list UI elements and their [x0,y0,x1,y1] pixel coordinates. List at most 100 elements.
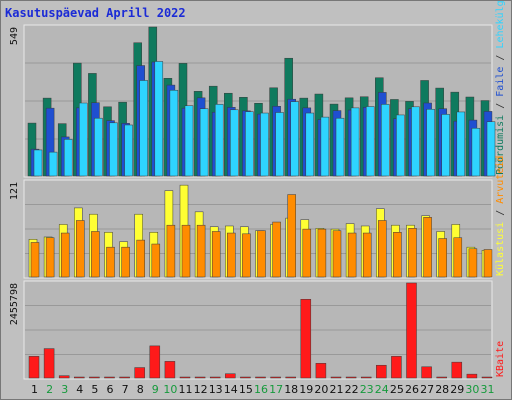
bar-arvuteid-day-27 [423,217,432,278]
legend-label-3: KBaite [495,341,506,377]
bar-kbaite-day-8 [134,367,145,379]
bar-kbaite-day-29 [451,361,463,379]
legend-entry: Pöördumisi [495,115,506,175]
x-tick-label: 27 [420,383,434,396]
x-tick-label: 13 [209,383,223,396]
bar-arvuteid-day-30 [468,248,478,278]
bar-kbaite-day-31 [481,376,493,379]
x-tick-label: 11 [179,383,193,396]
bar-arvuteid-day-5 [91,231,100,278]
y-axis-max-label: 549 [9,27,20,45]
bar-arvuteid-day-28 [438,238,447,278]
x-tick-label: 31 [481,383,495,396]
bar-lehekülgi-day-25 [396,114,405,177]
bar-arvuteid-day-1 [30,242,40,278]
bar-arvuteid-day-25 [393,231,402,278]
bar-lehekülgi-day-13 [214,104,224,177]
bar-arvuteid-day-21 [332,230,342,278]
bar-arvuteid-day-4 [76,220,85,278]
bar-arvuteid-day-6 [106,246,115,278]
bar-arvuteid-day-22 [347,232,357,278]
bar-arvuteid-day-10 [166,224,176,278]
x-tick-label: 8 [137,383,144,396]
legend-entry: / [495,49,506,67]
bar-arvuteid-day-3 [60,232,70,278]
bar-lehekülgi-day-24 [381,104,390,177]
bar-arvuteid-day-16 [257,230,266,278]
bar-arvuteid-day-2 [45,237,55,278]
bar-lehekülgi-day-12 [199,108,209,177]
bar-lehekülgi-day-16 [260,112,269,177]
bar-kbaite-day-24 [376,364,387,379]
x-tick-label: 18 [284,383,298,396]
bar-kbaite-day-25 [391,356,402,379]
x-tick-label: 20 [314,383,328,396]
bar-arvuteid-day-12 [196,224,206,278]
x-tick-label: 17 [269,383,283,396]
bar-arvuteid-day-15 [242,233,251,278]
bar-arvuteid-day-31 [483,249,493,278]
bar-lehekülgi-day-17 [275,112,284,177]
bar-kbaite-day-5 [89,376,100,379]
bar-lehekülgi-day-23 [365,106,375,177]
x-tick-label: 12 [194,383,208,396]
legend-entry: KBaite [495,341,506,377]
bar-lehekülgi-day-27 [426,108,435,177]
x-tick-label: 23 [360,383,374,396]
bar-lehekülgi-day-18 [290,101,299,177]
bar-arvuteid-day-26 [408,228,417,278]
bar-kbaite-day-6 [104,376,115,379]
x-tick-label: 1 [31,383,38,396]
bar-lehekülgi-day-26 [411,106,420,177]
bar-lehekülgi-day-1 [33,149,43,177]
bar-lehekülgi-day-10 [169,89,179,177]
legend-entry: Külastusi [495,222,506,276]
x-tick-label: 4 [76,383,83,396]
bar-kbaite-day-26 [406,282,417,379]
bar-lehekülgi-day-29 [456,111,466,177]
legend-label-1: Pöördumisi / Faile / Lehekülgi [495,0,506,175]
bar-lehekülgi-day-22 [350,107,360,177]
bar-arvuteid-day-19 [302,228,312,278]
x-tick-label: 30 [465,383,479,396]
bar-kbaite-day-11 [179,376,191,379]
bar-kbaite-day-21 [330,376,342,379]
bar-lehekülgi-day-5 [94,117,103,177]
x-tick-label: 24 [375,383,389,396]
bar-arvuteid-day-18 [287,194,296,278]
x-tick-label: 19 [299,383,313,396]
bar-kbaite-day-23 [360,376,372,379]
bar-kbaite-day-2 [43,348,55,379]
bar-lehekülgi-day-15 [245,111,254,177]
bar-lehekülgi-day-28 [441,114,450,177]
bar-arvuteid-day-20 [317,228,327,278]
bar-arvuteid-day-29 [453,237,463,278]
bar-lehekülgi-day-3 [63,139,73,177]
x-tick-label: 29 [450,383,464,396]
bar-kbaite-day-4 [74,376,85,379]
bar-kbaite-day-27 [421,366,432,379]
bar-kbaite-day-18 [285,376,296,379]
bar-lehekülgi-day-2 [48,151,58,177]
legend-entry: Faile [495,67,506,97]
legend-entry: / [495,97,506,115]
bar-kbaite-day-17 [270,376,281,379]
bar-kbaite-day-13 [209,376,221,379]
bar-lehekülgi-day-8 [139,80,148,177]
bar-arvuteid-day-9 [151,243,161,278]
x-tick-label: 7 [122,383,129,396]
bar-arvuteid-day-17 [272,221,281,278]
bar-lehekülgi-day-7 [124,124,133,177]
bar-kbaite-day-10 [164,361,176,379]
bar-kbaite-day-12 [194,376,206,379]
bar-arvuteid-day-13 [211,231,221,278]
bar-arvuteid-day-23 [362,232,372,278]
bar-kbaite-day-7 [119,376,130,379]
bar-kbaite-day-19 [300,299,312,379]
legend-entry: / [495,204,506,222]
bar-kbaite-day-1 [28,356,40,379]
x-tick-label: 22 [345,383,359,396]
bar-kbaite-day-22 [345,376,357,379]
chart-title: Kasutuspäevad Aprill 2022 [5,6,186,20]
